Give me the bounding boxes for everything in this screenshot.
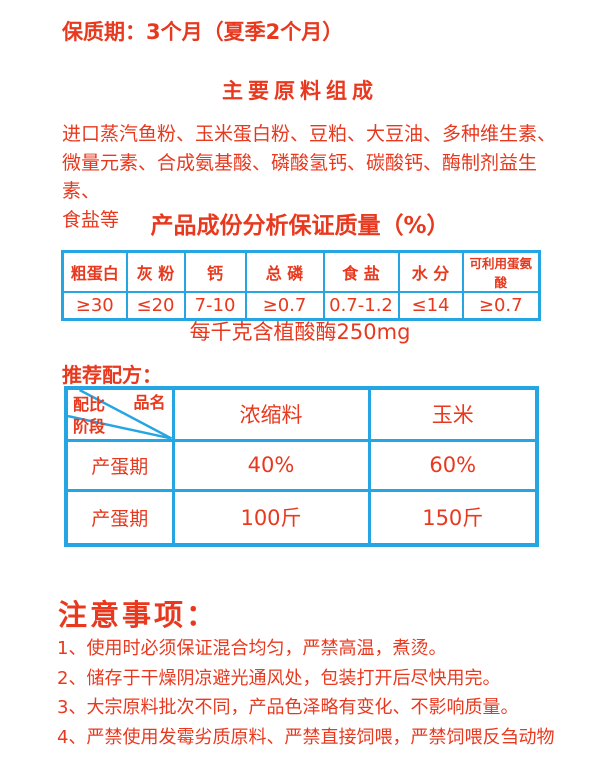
ingredients-line: 进口蒸汽鱼粉、玉米蛋白粉、豆粕、大豆油、多种维生素、 bbox=[62, 123, 557, 145]
formula-table: 配比 品名 阶段 浓缩料 玉米 产蛋期 40% 60% 产蛋期 100斤 150… bbox=[64, 386, 539, 547]
formula-title: 推荐配方： bbox=[62, 363, 162, 387]
formula-row: 产蛋期 40% 60% bbox=[64, 438, 539, 492]
formula-corner-cell: 配比 品名 阶段 bbox=[64, 386, 175, 442]
analysis-value-cell: 7-10 bbox=[183, 291, 247, 320]
notes-title: 注意事项： bbox=[58, 598, 219, 632]
formula-value-cell: 60% bbox=[367, 438, 539, 492]
notes-list: 1、使用时必须保证混合均匀，严禁高温，煮烫。 2、储存于干燥阴凉避光通风处，包装… bbox=[57, 634, 587, 752]
analysis-values-row: ≥30 ≤20 7-10 ≥0.7 0.7-1.2 ≤14 ≥0.7 bbox=[61, 291, 541, 320]
ingredients-title: 主要原料组成 bbox=[222, 79, 378, 103]
note-item: 3、大宗原料批次不同，产品色泽略有变化、不影响质量。 bbox=[57, 697, 519, 718]
diagonal-divider-icon bbox=[68, 390, 172, 439]
formula-header-row: 配比 品名 阶段 浓缩料 玉米 bbox=[64, 386, 539, 442]
note-item: 1、使用时必须保证混合均匀，严禁高温，煮烫。 bbox=[57, 638, 447, 659]
formula-stage-cell: 产蛋期 bbox=[64, 438, 175, 492]
analysis-title: 产品成份分析保证质量（%） bbox=[150, 213, 450, 239]
corner-label-product: 品名 bbox=[133, 393, 166, 412]
corner-label-ratio: 配比 bbox=[73, 395, 106, 414]
formula-stage-cell: 产蛋期 bbox=[64, 488, 175, 547]
ingredients-line: 微量元素、合成氨基酸、磷酸氢钙、碳酸钙、酶制剂益生素、 bbox=[62, 151, 538, 203]
analysis-header-cell: 可利用蛋氨酸 bbox=[461, 250, 541, 293]
analysis-value-cell: ≤14 bbox=[397, 291, 464, 320]
ingredients-paragraph: 进口蒸汽鱼粉、玉米蛋白粉、豆粕、大豆油、多种维生素、 微量元素、合成氨基酸、磷酸… bbox=[62, 120, 562, 234]
formula-value-cell: 100斤 bbox=[171, 488, 371, 547]
analysis-header-cell: 灰 粉 bbox=[125, 250, 186, 293]
analysis-value-cell: ≤20 bbox=[125, 291, 186, 320]
note-item: 4、严禁使用发霉劣质原料、严禁直接饲喂，严禁饲喂反刍动物 bbox=[57, 726, 555, 748]
analysis-header-cell: 食 盐 bbox=[322, 250, 400, 293]
formula-column-header: 玉米 bbox=[367, 386, 539, 442]
analysis-value-cell: ≥0.7 bbox=[461, 291, 541, 320]
analysis-value-cell: ≥30 bbox=[61, 291, 128, 320]
formula-value-cell: 40% bbox=[171, 438, 371, 492]
analysis-value-cell: 0.7-1.2 bbox=[322, 291, 400, 320]
ingredients-line: 食盐等 bbox=[62, 208, 120, 231]
analysis-header-row: 粗蛋白 灰 粉 钙 总 磷 食 盐 水 分 可利用蛋氨酸 bbox=[61, 250, 541, 293]
shelf-life-text: 保质期：3个月（夏季2个月） bbox=[62, 20, 344, 44]
phytase-note: 每千克含植酸酶250mg bbox=[189, 320, 411, 344]
analysis-header-cell: 钙 bbox=[183, 250, 247, 293]
corner-label-stage: 阶段 bbox=[73, 416, 106, 436]
analysis-header-cell: 粗蛋白 bbox=[61, 250, 128, 293]
analysis-table: 粗蛋白 灰 粉 钙 总 磷 食 盐 水 分 可利用蛋氨酸 ≥30 ≤20 7-1… bbox=[61, 250, 541, 321]
formula-column-header: 浓缩料 bbox=[171, 386, 371, 442]
analysis-value-cell: ≥0.7 bbox=[244, 291, 325, 320]
analysis-header-cell: 水 分 bbox=[397, 250, 464, 293]
analysis-header-cell: 总 磷 bbox=[244, 250, 325, 293]
note-item: 2、储存于干燥阴凉避光通风处，包装打开后尽快用完。 bbox=[57, 667, 501, 689]
formula-value-cell: 150斤 bbox=[367, 488, 539, 547]
formula-row: 产蛋期 100斤 150斤 bbox=[64, 488, 539, 547]
